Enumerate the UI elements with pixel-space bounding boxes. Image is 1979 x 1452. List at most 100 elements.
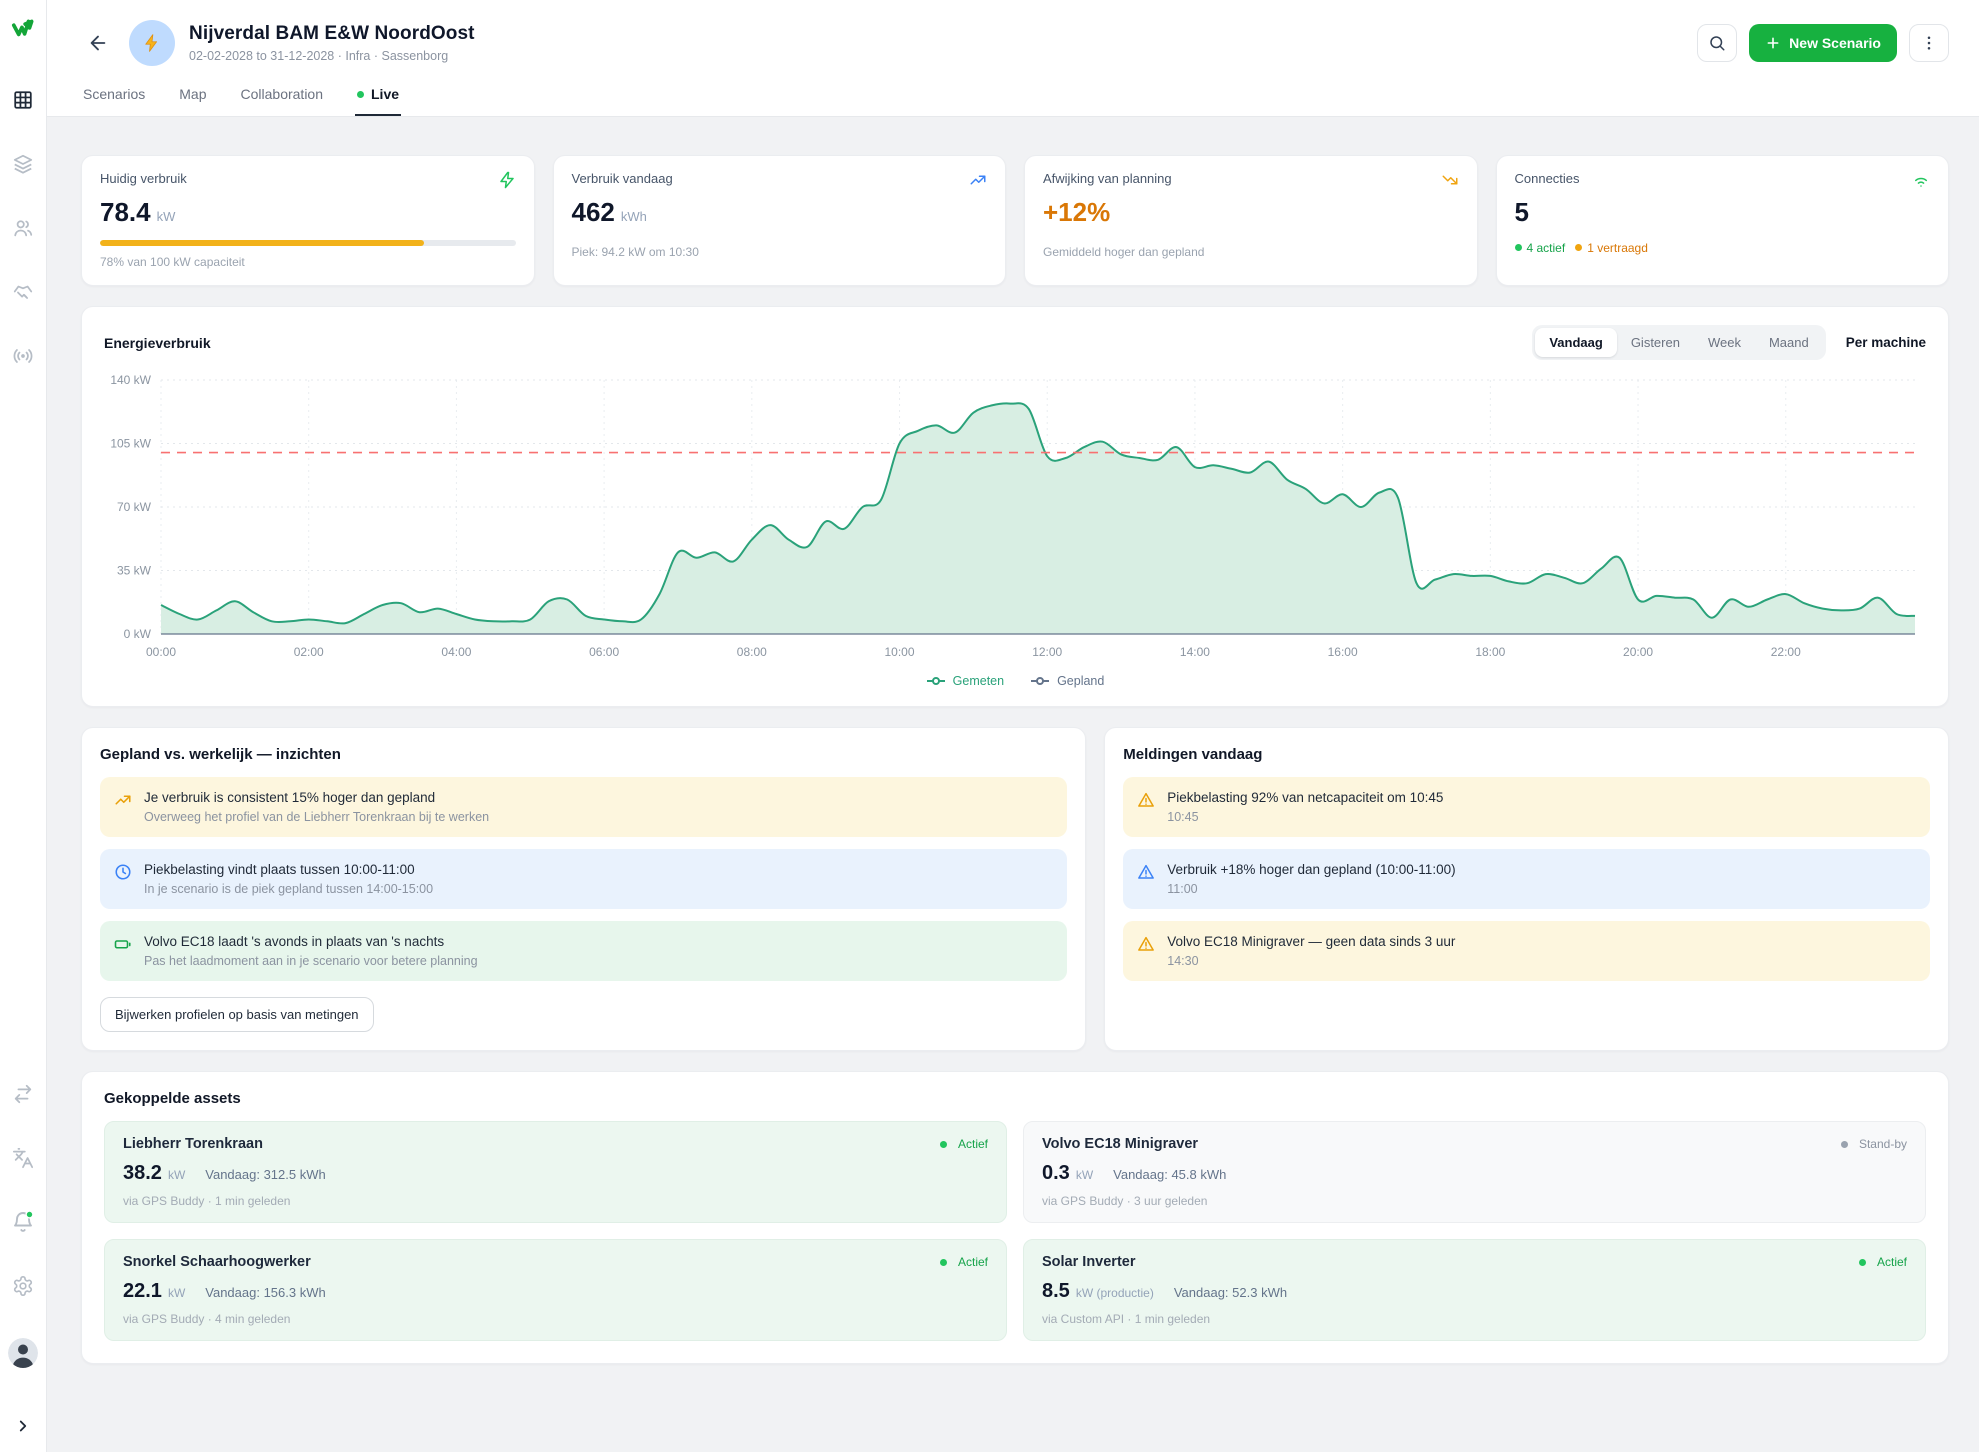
- kebab-menu-icon: [1920, 34, 1938, 52]
- alerts-panel: Meldingen vandaag Piekbelasting 92% van …: [1104, 727, 1949, 1051]
- line-marker-icon: [926, 676, 946, 686]
- stat-value: 462: [572, 197, 615, 228]
- plus-icon: [1765, 35, 1781, 51]
- alert-item: Piekbelasting 92% van netcapaciteit om 1…: [1123, 777, 1930, 837]
- bolt-icon: [498, 171, 516, 189]
- search-icon: [1708, 34, 1726, 52]
- stat-value: 78.4: [100, 197, 151, 228]
- green-dot-icon: [1859, 1259, 1866, 1266]
- stat-caption: Gemiddeld hoger dan gepland: [1043, 245, 1459, 259]
- stat-value: +12%: [1043, 197, 1110, 228]
- alert-item: Verbruik +18% hoger dan gepland (10:00-1…: [1123, 849, 1930, 909]
- alert-item: Volvo EC18 Minigraver — geen data sinds …: [1123, 921, 1930, 981]
- sidebar-item-partners[interactable]: [11, 280, 35, 304]
- svg-text:70 kW: 70 kW: [117, 500, 152, 514]
- search-button[interactable]: [1697, 24, 1737, 62]
- range-week[interactable]: Week: [1694, 328, 1755, 357]
- clock-icon: [114, 863, 132, 881]
- tab-scenarios[interactable]: Scenarios: [81, 78, 147, 116]
- svg-text:04:00: 04:00: [441, 645, 471, 659]
- project-avatar: [129, 20, 175, 66]
- app-root: Nijverdal BAM E&W NoordOost 02-02-2028 t…: [0, 0, 1979, 1452]
- tab-collaboration[interactable]: Collaboration: [239, 78, 326, 116]
- stat-card-usage-today: Verbruik vandaag 462 kWh Piek: 94.2 kW o…: [553, 155, 1007, 286]
- sidebar-item-layers[interactable]: [11, 152, 35, 176]
- grid-icon: [12, 89, 34, 111]
- swap-arrows-icon: [12, 1083, 34, 1105]
- alert-time: 11:00: [1167, 882, 1455, 896]
- alert-time: 14:30: [1167, 954, 1455, 968]
- active-connections: 4 actief: [1515, 241, 1566, 255]
- back-button[interactable]: [81, 26, 115, 60]
- new-scenario-button[interactable]: New Scenario: [1749, 24, 1897, 62]
- notification-dot: [26, 1211, 33, 1218]
- users-icon: [12, 217, 34, 239]
- sidebar-item-dashboard[interactable]: [11, 88, 35, 112]
- status-badge: Actief: [1859, 1255, 1907, 1269]
- stat-card-connections: Connecties 5 4 actief 1 vertraagd: [1496, 155, 1950, 286]
- sidebar-item-notifications[interactable]: [11, 1210, 35, 1234]
- amber-dot-icon: [1575, 244, 1582, 251]
- stat-card-plan-deviation: Afwijking van planning +12% Gemiddeld ho…: [1024, 155, 1478, 286]
- asset-card-liebherr-torenkraan[interactable]: Liebherr Torenkraan Actief 38.2 kW Vanda…: [104, 1121, 1007, 1223]
- sidebar-item-transfers[interactable]: [11, 1082, 35, 1106]
- range-gisteren[interactable]: Gisteren: [1617, 328, 1694, 357]
- stat-label: Afwijking van planning: [1043, 171, 1172, 186]
- svg-text:14:00: 14:00: [1180, 645, 1210, 659]
- sidebar-item-users[interactable]: [11, 216, 35, 240]
- update-profiles-button[interactable]: Bijwerken profielen op basis van metinge…: [100, 997, 374, 1032]
- asset-card-volvo-ec18-minigraver[interactable]: Volvo EC18 Minigraver Stand-by 0.3 kW Va…: [1023, 1121, 1926, 1223]
- more-options-button[interactable]: [1909, 24, 1949, 62]
- sidebar-item-language[interactable]: [11, 1146, 35, 1170]
- trending-up-icon: [969, 171, 987, 189]
- live-status-dot: [357, 91, 364, 98]
- brand-logo-icon: [10, 16, 36, 42]
- languages-icon: [12, 1147, 34, 1169]
- svg-text:06:00: 06:00: [589, 645, 619, 659]
- chart-legend: Gemeten Gepland: [104, 668, 1926, 692]
- insights-title: Gepland vs. werkelijk — inzichten: [100, 746, 1067, 763]
- stat-caption: Piek: 94.2 kW om 10:30: [572, 245, 988, 259]
- svg-text:00:00: 00:00: [146, 645, 176, 659]
- svg-text:02:00: 02:00: [294, 645, 324, 659]
- delayed-connections: 1 vertraagd: [1575, 241, 1648, 255]
- chart-title: Energieverbruik: [104, 335, 211, 351]
- tab-map[interactable]: Map: [177, 78, 208, 116]
- sidebar-expand-button[interactable]: [11, 1414, 35, 1438]
- warning-triangle-icon: [1137, 791, 1155, 809]
- sidebar-item-live-signals[interactable]: [11, 344, 35, 368]
- range-maand[interactable]: Maand: [1755, 328, 1823, 357]
- asset-card-solar-inverter[interactable]: Solar Inverter Actief 8.5 kW (productie)…: [1023, 1239, 1926, 1341]
- wifi-icon: [1912, 171, 1930, 189]
- linked-assets-card: Gekoppelde assets Liebherr Torenkraan Ac…: [81, 1071, 1949, 1364]
- warning-triangle-icon: [1137, 935, 1155, 953]
- sidebar-item-settings[interactable]: [11, 1274, 35, 1298]
- stat-value: 5: [1515, 197, 1529, 228]
- page-title: Nijverdal BAM E&W NoordOost: [189, 23, 475, 45]
- stat-caption: 78% van 100 kW capaciteit: [100, 255, 516, 269]
- green-dot-icon: [940, 1259, 947, 1266]
- svg-text:08:00: 08:00: [737, 645, 767, 659]
- layers-icon: [12, 153, 34, 175]
- arrow-left-icon: [87, 32, 109, 54]
- capacity-progress: [100, 240, 516, 246]
- capacity-progress-fill: [100, 240, 424, 246]
- green-dot-icon: [1515, 244, 1522, 251]
- svg-text:16:00: 16:00: [1328, 645, 1358, 659]
- alerts-title: Meldingen vandaag: [1123, 746, 1930, 763]
- energy-area-chart: 00:0002:0004:0006:0008:0010:0012:0014:00…: [104, 366, 1926, 668]
- bell-icon: [11, 1210, 35, 1234]
- stat-label: Huidig verbruik: [100, 171, 187, 186]
- status-badge: Actief: [940, 1255, 988, 1269]
- svg-text:140 kW: 140 kW: [110, 373, 151, 387]
- user-avatar[interactable]: [8, 1338, 38, 1368]
- asset-card-snorkel-schaarhoogwerker[interactable]: Snorkel Schaarhoogwerker Actief 22.1 kW …: [104, 1239, 1007, 1341]
- stat-card-current-usage: Huidig verbruik 78.4 kW 78% van 100 kW c…: [81, 155, 535, 286]
- legend-gepland: Gepland: [1030, 674, 1104, 688]
- range-vandaag[interactable]: Vandaag: [1535, 328, 1616, 357]
- tab-live[interactable]: Live: [355, 78, 401, 116]
- chevron-right-icon: [14, 1417, 32, 1435]
- stat-label: Verbruik vandaag: [572, 171, 673, 186]
- broadcast-icon: [12, 345, 34, 367]
- per-machine-button[interactable]: Per machine: [1846, 335, 1926, 350]
